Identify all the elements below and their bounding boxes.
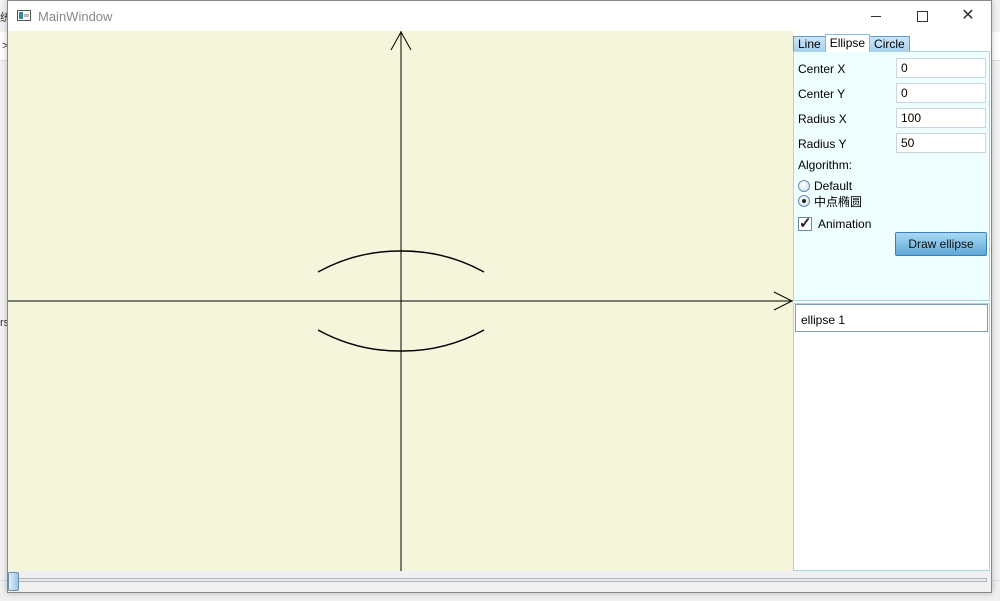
center-x-label: Center X bbox=[798, 62, 846, 76]
animation-checkbox[interactable]: ✓ bbox=[798, 215, 812, 232]
tab-ellipse[interactable]: Ellipse bbox=[824, 34, 871, 52]
title-bar[interactable]: MainWindow ✕ bbox=[8, 1, 991, 31]
radio-midpoint[interactable] bbox=[798, 195, 810, 207]
center-y-label: Center Y bbox=[798, 87, 846, 101]
algorithm-option-label: Default bbox=[814, 179, 853, 193]
animation-slider-track[interactable] bbox=[11, 578, 987, 582]
animation-option[interactable]: ✓ Animation bbox=[798, 216, 871, 232]
animation-label: Animation bbox=[818, 217, 872, 231]
background-text-fragment: > bbox=[2, 40, 9, 52]
radius-x-label: Radius X bbox=[798, 112, 847, 126]
center-x-row: Center X bbox=[798, 58, 988, 80]
center-x-input[interactable] bbox=[896, 58, 986, 78]
tab-strip: Line Ellipse Circle bbox=[793, 34, 910, 52]
radio-default[interactable] bbox=[798, 180, 810, 192]
side-panel: Line Ellipse Circle Center X Center Y Ra… bbox=[793, 31, 991, 571]
animation-slider-thumb[interactable] bbox=[8, 572, 19, 591]
shapes-list[interactable]: ellipse 1 bbox=[793, 303, 990, 571]
canvas-drawing bbox=[8, 31, 793, 571]
maximize-icon bbox=[916, 10, 928, 22]
algorithm-option-label: 中点椭圆 bbox=[814, 194, 863, 209]
drawing-canvas[interactable] bbox=[8, 31, 793, 571]
draw-ellipse-button[interactable]: Draw ellipse bbox=[895, 232, 987, 256]
close-icon: ✕ bbox=[961, 7, 975, 24]
x-axis-arrow bbox=[773, 291, 793, 311]
tab-line[interactable]: Line bbox=[793, 36, 826, 52]
radius-y-input[interactable] bbox=[896, 133, 986, 153]
background-text-fragment: 统 bbox=[0, 12, 11, 24]
maximize-button[interactable] bbox=[899, 1, 945, 31]
main-window: MainWindow ✕ Line Ellipse Circle Ce bbox=[7, 0, 992, 593]
background-text-fragment: rs bbox=[0, 317, 10, 329]
center-y-row: Center Y bbox=[798, 83, 988, 105]
radius-x-input[interactable] bbox=[896, 108, 986, 128]
list-item[interactable]: ellipse 1 bbox=[795, 304, 988, 332]
tab-circle[interactable]: Circle bbox=[869, 36, 910, 52]
y-axis-arrow bbox=[390, 31, 412, 51]
algorithm-option-midpoint[interactable]: 中点椭圆 bbox=[798, 194, 863, 209]
radius-x-row: Radius X bbox=[798, 108, 988, 130]
radius-y-row: Radius Y bbox=[798, 133, 988, 155]
ellipse-bottom-arc bbox=[317, 329, 485, 352]
minimize-button[interactable] bbox=[853, 1, 899, 31]
algorithm-option-default[interactable]: Default bbox=[798, 179, 852, 193]
app-window-icon bbox=[17, 10, 31, 21]
ellipse-top-arc bbox=[317, 250, 485, 273]
center-y-input[interactable] bbox=[896, 83, 986, 103]
ellipse-tab-content: Center X Center Y Radius X Radius Y Algo… bbox=[793, 51, 990, 301]
algorithm-label: Algorithm: bbox=[798, 158, 853, 172]
animation-slider-bar bbox=[8, 571, 991, 592]
close-button[interactable]: ✕ bbox=[945, 1, 991, 31]
minimize-icon bbox=[871, 15, 881, 17]
window-title: MainWindow bbox=[38, 9, 113, 24]
radius-y-label: Radius Y bbox=[798, 137, 847, 151]
